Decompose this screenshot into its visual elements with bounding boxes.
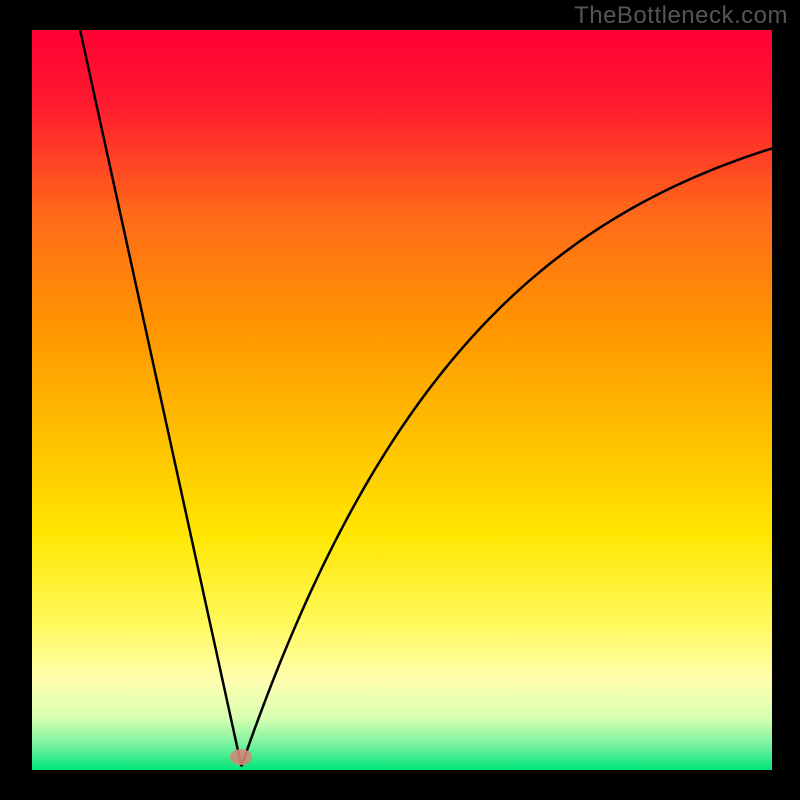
bottleneck-curve [32,30,772,770]
vertex-marker [230,749,252,765]
watermark-text: TheBottleneck.com [574,2,788,30]
curve-path [80,30,772,766]
plot-area [32,30,772,770]
